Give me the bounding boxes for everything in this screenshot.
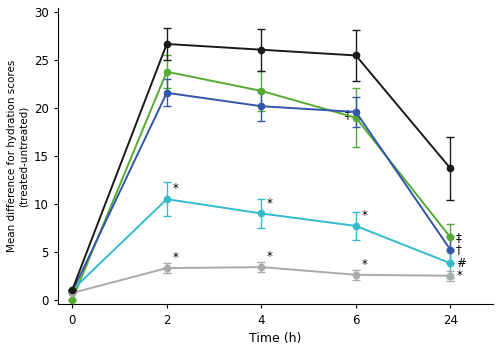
Text: *: * (172, 182, 178, 195)
Text: *: * (267, 197, 273, 210)
Text: *: * (362, 209, 368, 222)
Text: *: * (456, 269, 462, 282)
Text: #: # (456, 257, 466, 270)
Text: †: † (456, 243, 462, 256)
Text: *: * (172, 251, 178, 264)
Text: *: * (267, 250, 273, 263)
Text: ‡: ‡ (344, 108, 350, 121)
Y-axis label: Mean difference for hydration scores
(treated-untreated): Mean difference for hydration scores (tr… (7, 60, 28, 252)
Text: *: * (362, 258, 368, 271)
Text: ‡: ‡ (456, 231, 462, 244)
X-axis label: Time (h): Time (h) (250, 332, 302, 345)
